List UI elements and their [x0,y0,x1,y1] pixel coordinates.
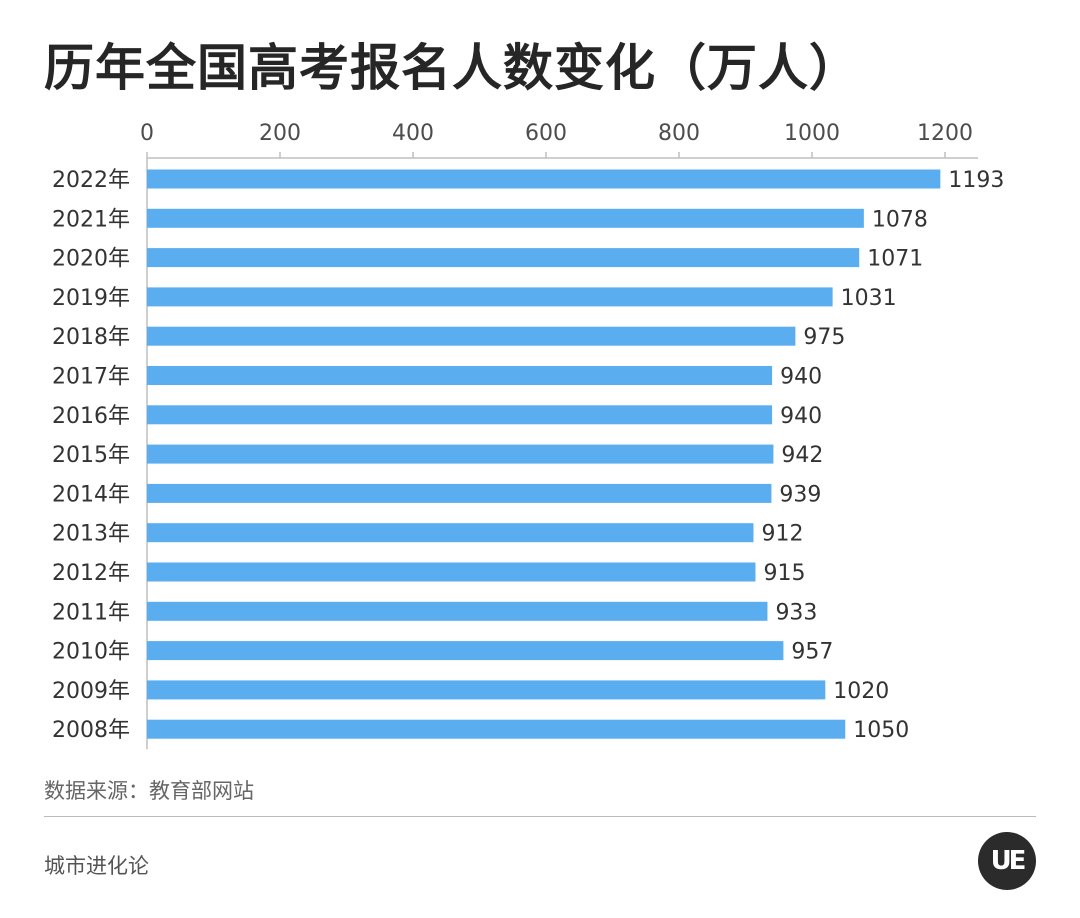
x-tick-label: 800 [658,121,700,146]
y-tick-label: 2013年 [52,522,130,547]
y-tick-label: 2016年 [52,404,130,429]
bar [147,208,864,228]
bar [147,169,941,189]
data-label: 1050 [853,718,909,743]
bar [147,326,796,346]
bar [147,719,846,739]
y-tick-label: 2009年 [52,679,130,704]
data-source: 数据来源：教育部网站 [44,779,254,803]
data-label: 939 [779,482,821,507]
data-label: 940 [780,365,822,390]
y-tick-label: 2015年 [52,443,130,468]
x-tick-label: 1200 [917,121,973,146]
data-label: 940 [780,404,822,429]
bar [147,483,772,503]
data-label: 1078 [872,207,928,232]
y-tick-label: 2018年 [52,325,130,350]
bar [147,680,826,700]
y-tick-label: 2014年 [52,482,130,507]
bar [147,641,784,661]
y-tick-label: 2008年 [52,718,130,743]
x-tick-label: 400 [392,121,434,146]
brand-logo-icon: UE [978,832,1036,890]
data-label: 975 [803,325,845,350]
data-label: 1031 [841,286,897,311]
y-tick-label: 2011年 [52,600,130,625]
y-tick-label: 2019年 [52,286,130,311]
x-tick-label: 1000 [784,121,840,146]
data-label: 1020 [833,679,889,704]
divider [44,816,1036,817]
y-tick-label: 2020年 [52,247,130,272]
bar [147,523,754,543]
data-label: 915 [763,561,805,586]
y-tick-label: 2012年 [52,561,130,586]
bar [147,444,774,464]
bar [147,601,768,621]
bar [147,366,773,385]
chart-title: 历年全国高考报名人数变化（万人） [44,39,860,97]
y-tick-label: 2017年 [52,365,130,390]
x-tick-label: 0 [140,121,154,146]
y-tick-label: 2022年 [52,168,130,193]
data-label: 1193 [948,168,1004,193]
data-label: 912 [761,522,803,547]
bar [147,405,773,425]
y-tick-label: 2010年 [52,640,130,665]
x-tick-label: 200 [259,121,301,146]
brand-name: 城市进化论 [44,854,149,878]
data-label: 1071 [867,247,923,272]
y-tick-label: 2021年 [52,207,130,232]
x-tick-label: 600 [525,121,567,146]
data-label: 933 [775,600,817,625]
bar [147,287,833,307]
data-label: 957 [791,640,833,665]
bar [147,562,756,582]
data-label: 942 [781,443,823,468]
bar [147,248,860,268]
